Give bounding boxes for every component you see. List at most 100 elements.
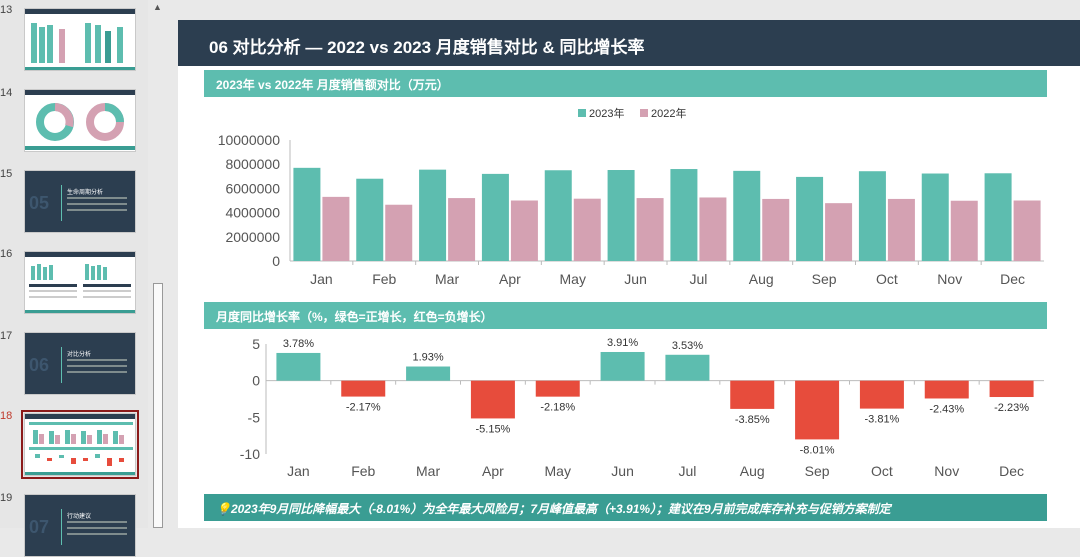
- slide-number: 19: [0, 492, 13, 504]
- chart1-header: 2023年 vs 2022年 月度销售额对比（万元）: [204, 70, 1047, 97]
- x-tick-label: Feb: [372, 271, 396, 287]
- x-tick-label: Nov: [934, 463, 959, 479]
- growth-bar: [276, 352, 321, 381]
- y-tick-label: 8000000: [225, 156, 280, 172]
- y-tick-label: 10000000: [218, 132, 281, 148]
- growth-bar: [730, 380, 775, 409]
- growth-bar: [924, 380, 969, 399]
- bar-2023: [858, 171, 886, 261]
- chart1-header-text: 2023年 vs 2022年 月度销售额对比（万元）: [216, 78, 449, 92]
- slide-number: 18: [0, 410, 13, 422]
- bar-2023: [293, 167, 321, 261]
- sales-comparison-chart: 2023年 2022年 10000000 8000000 6000000 4000000 2…: [204, 97, 1047, 294]
- slide-canvas: 06 对比分析 — 2022 vs 2023 月度销售对比 & 同比增长率 20…: [178, 20, 1080, 528]
- thumbnail-big-number: 05: [29, 193, 50, 213]
- bar-2022: [762, 198, 790, 261]
- legend-swatch: [578, 109, 586, 117]
- x-tick-label: Jun: [624, 271, 647, 287]
- x-tick-label: Nov: [937, 271, 962, 287]
- x-tick-label: Oct: [876, 271, 898, 287]
- legend-swatch: [640, 109, 648, 117]
- slide-thumbnail-17[interactable]: 06 对比分析: [24, 332, 136, 395]
- growth-bar: [341, 380, 386, 397]
- y-tick-label: 4000000: [225, 205, 280, 221]
- x-tick-label: Sep: [805, 463, 830, 479]
- slide-number: 13: [0, 4, 13, 16]
- bar-2023: [921, 173, 949, 261]
- data-label: -8.01%: [800, 444, 835, 456]
- x-tick-label: Sep: [812, 271, 837, 287]
- slide-thumbnail-16[interactable]: [24, 251, 136, 314]
- legend-label: 2023年: [589, 106, 624, 120]
- growth-bar: [989, 380, 1034, 398]
- bar-2023: [356, 178, 384, 261]
- thumbnail-scrollbar[interactable]: ▲: [150, 0, 166, 528]
- x-tick-label: Dec: [1000, 271, 1025, 287]
- growth-bar: [600, 351, 645, 381]
- x-tick-label: Mar: [416, 463, 440, 479]
- bar-2022: [825, 203, 853, 261]
- x-tick-label: Mar: [435, 271, 459, 287]
- bar-2023: [984, 173, 1012, 261]
- slide-thumbnail-19[interactable]: 07 行动建议: [24, 494, 136, 557]
- thumbnail-chart-preview: [25, 23, 135, 70]
- thumbnail-title: 对比分析: [67, 352, 92, 358]
- bar-2022: [448, 198, 476, 261]
- bar-2022: [385, 204, 413, 261]
- x-tick-label: Oct: [871, 463, 893, 479]
- growth-rate-chart-svg: 5 0 -5 -10 3.78% Jan -2.17% Feb 1.93% Mar -5.15% Ap…: [240, 336, 1044, 479]
- bar-2022: [322, 196, 350, 261]
- x-tick-label: Jul: [678, 463, 696, 479]
- y-tick-label: 6000000: [225, 180, 280, 196]
- scroll-up-arrow-icon[interactable]: ▲: [153, 2, 162, 12]
- growth-bar: [795, 380, 840, 440]
- sales-comparison-chart-svg: 2023年 2022年 10000000 8000000 6000000 4000000 2…: [218, 106, 1044, 287]
- slide-number: 17: [0, 330, 13, 342]
- insight-text: 💡2023年9月同比降幅最大（-8.01%）为全年最大风险月；7月峰值最高（+3…: [216, 502, 891, 516]
- growth-bar: [859, 380, 904, 409]
- data-label: 3.78%: [283, 338, 314, 350]
- x-tick-label: May: [560, 271, 586, 287]
- bar-2023: [733, 170, 761, 261]
- x-tick-label: Jan: [310, 271, 333, 287]
- data-label: -3.81%: [864, 414, 899, 426]
- data-label: 3.53%: [672, 340, 703, 352]
- x-tick-label: Aug: [749, 271, 774, 287]
- slide-title: 06 对比分析 — 2022 vs 2023 月度销售对比 & 同比增长率: [209, 38, 645, 57]
- bar-2022: [887, 198, 915, 261]
- x-tick-label: Jun: [611, 463, 634, 479]
- x-tick-label: Dec: [999, 463, 1024, 479]
- bar-2023: [481, 173, 509, 261]
- legend-label: 2022年: [651, 106, 686, 120]
- bar-2022: [636, 198, 664, 261]
- growth-bar: [665, 354, 710, 381]
- bar-2022: [510, 200, 538, 261]
- slide-thumbnail-panel: 13 14 15 05 生命周期分析 16: [0, 0, 148, 557]
- slide-thumbnail-18[interactable]: [21, 410, 139, 479]
- x-tick-label: Apr: [499, 271, 521, 287]
- data-label: -3.85%: [735, 414, 770, 426]
- data-label: -2.23%: [994, 402, 1029, 414]
- bar-2022: [1013, 200, 1041, 261]
- y-tick-label: 0: [272, 253, 280, 269]
- scrollbar-thumb[interactable]: [153, 283, 163, 528]
- bar-2022: [950, 200, 978, 261]
- growth-bar: [535, 380, 580, 397]
- bar-2023: [796, 176, 824, 261]
- thumbnail-donut-preview: [25, 103, 135, 150]
- data-label: 3.91%: [607, 337, 638, 349]
- slide-thumbnail-14[interactable]: [24, 89, 136, 152]
- thumbnail-table-preview: [25, 264, 135, 313]
- slide-number: 14: [0, 87, 13, 99]
- x-tick-label: Jul: [689, 271, 707, 287]
- y-tick-label: 5: [252, 336, 260, 352]
- chart2-header-text: 月度同比增长率（%，绿色=正增长，红色=负增长）: [216, 310, 493, 324]
- bar-2023: [670, 169, 698, 261]
- slide-thumbnail-15[interactable]: 05 生命周期分析: [24, 170, 136, 233]
- bar-2023: [419, 169, 447, 261]
- slide-number: 16: [0, 248, 13, 260]
- data-label: 1.93%: [412, 352, 443, 364]
- slide-thumbnail-13[interactable]: [24, 8, 136, 71]
- bar-2023: [607, 170, 635, 261]
- bar-2022: [699, 197, 727, 261]
